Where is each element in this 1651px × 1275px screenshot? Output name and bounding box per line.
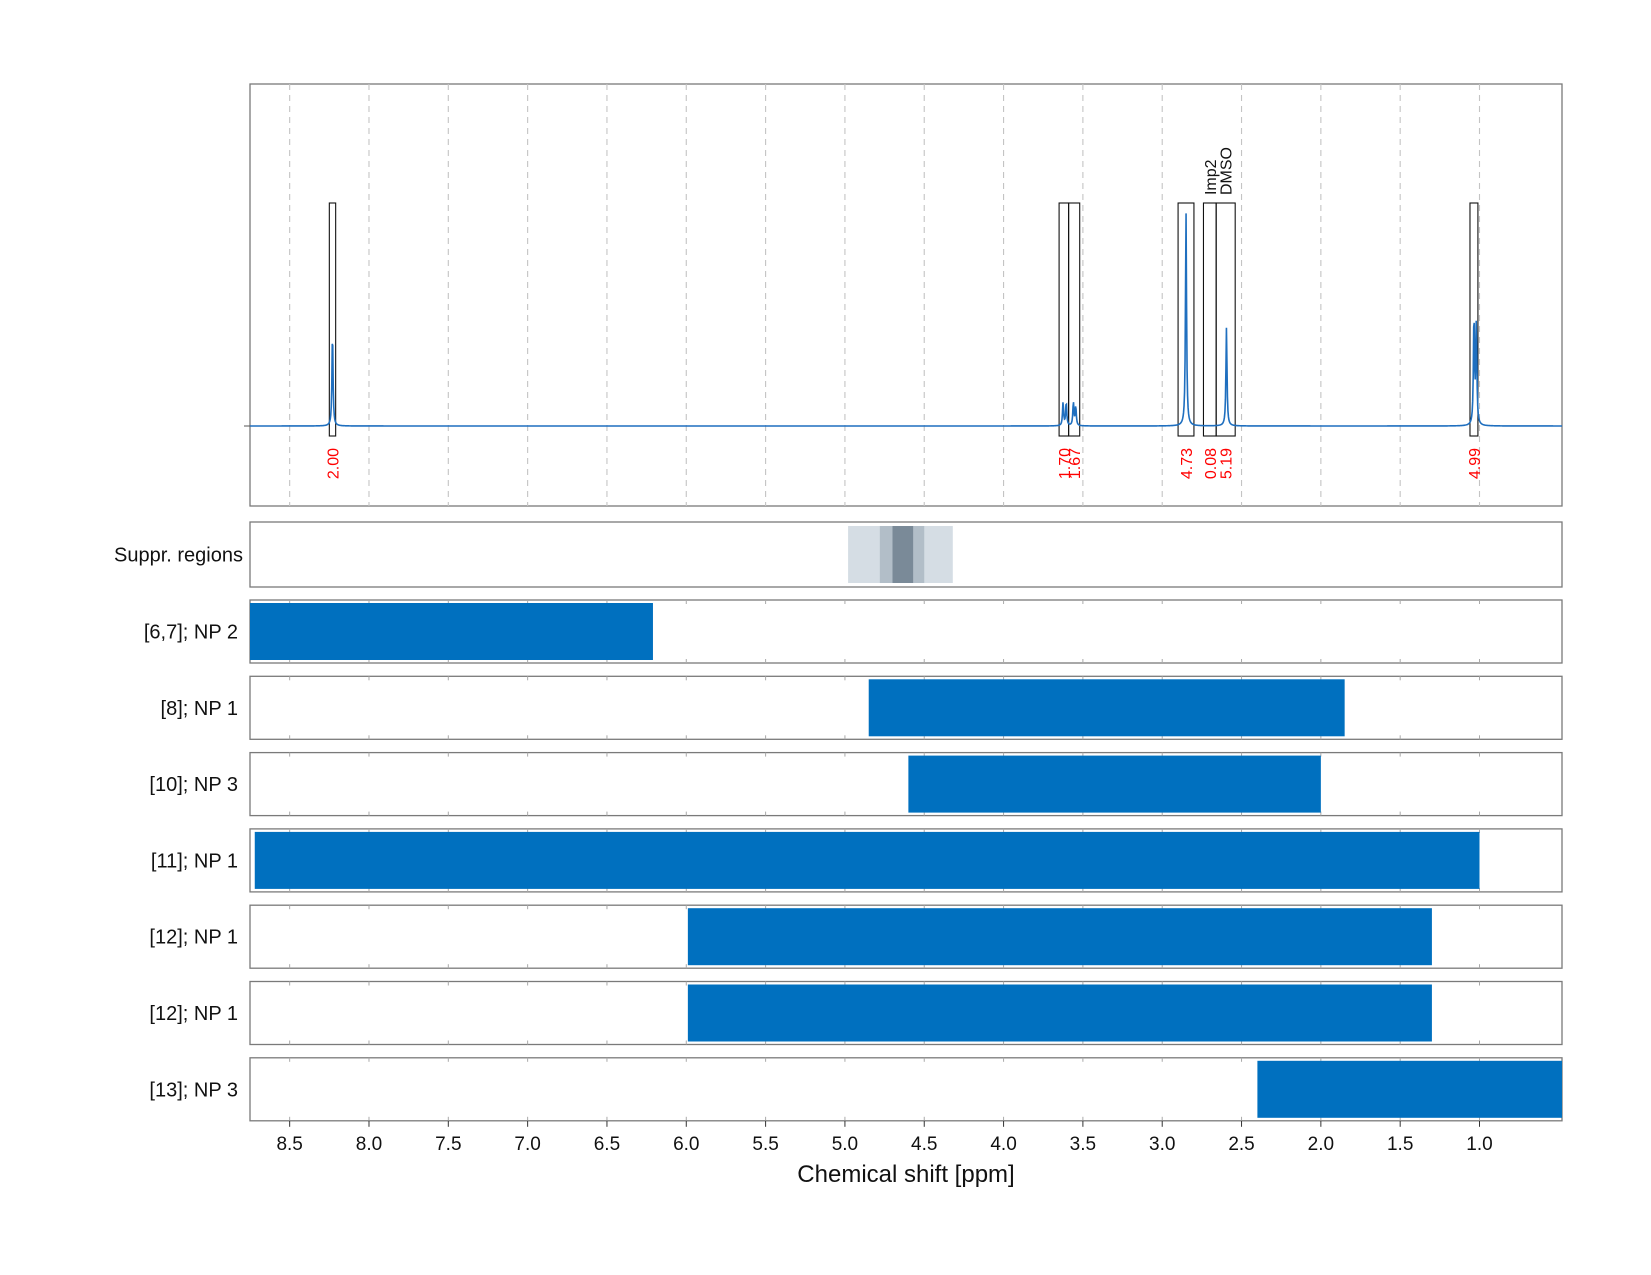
row-label: [8]; NP 1 <box>161 698 238 720</box>
x-tick-label: 7.0 <box>514 1134 540 1155</box>
x-tick-label: 4.5 <box>911 1134 937 1155</box>
x-axis-title: Chemical shift [ppm] <box>797 1161 1014 1188</box>
range-bar <box>868 679 1345 737</box>
range-bar <box>908 755 1321 813</box>
peak-annotation: Imp2 <box>1203 159 1220 195</box>
range-bar <box>254 831 1480 889</box>
x-tick-label: 2.0 <box>1308 1134 1334 1155</box>
integration-box <box>1469 202 1479 437</box>
row-label: [10]; NP 3 <box>149 774 238 796</box>
integration-value: 0.08 <box>1203 448 1220 479</box>
integration-value: 4.73 <box>1179 448 1196 479</box>
range-row-panel <box>249 751 1563 817</box>
x-tick-label: 6.5 <box>594 1134 620 1155</box>
integration-box <box>1068 202 1081 437</box>
integration-box <box>1215 202 1236 437</box>
x-tick-label: 8.0 <box>356 1134 382 1155</box>
x-tick-label: 7.5 <box>435 1134 461 1155</box>
integration-value: 4.99 <box>1467 448 1484 479</box>
x-tick-label: 5.0 <box>832 1134 858 1155</box>
row-label: [13]; NP 3 <box>149 1079 238 1101</box>
row-label: [12]; NP 1 <box>149 1003 238 1025</box>
row-label: [6,7]; NP 2 <box>144 622 238 644</box>
spectrum-panel <box>249 83 1563 507</box>
x-tick-label: 8.5 <box>276 1134 302 1155</box>
integration-box <box>1177 202 1195 437</box>
x-tick-label: 3.5 <box>1070 1134 1096 1155</box>
peak-annotation: DMSO <box>1219 147 1236 195</box>
suppression-band <box>892 526 914 583</box>
x-tick-label: 6.0 <box>673 1134 699 1155</box>
row-label: Suppr. regions <box>114 545 243 567</box>
range-bar <box>687 984 1432 1042</box>
integration-value: 5.19 <box>1219 448 1236 479</box>
x-tick-label: 1.0 <box>1466 1134 1492 1155</box>
spectrum-trace <box>250 213 1562 427</box>
integration-box <box>328 202 337 437</box>
x-tick-label: 2.5 <box>1228 1134 1254 1155</box>
integration-value: 1.70 <box>1057 448 1074 479</box>
row-label: [11]; NP 1 <box>151 850 238 872</box>
range-bar <box>687 908 1432 966</box>
x-tick-label: 1.5 <box>1387 1134 1413 1155</box>
x-tick-label: 3.0 <box>1149 1134 1175 1155</box>
integration-value: 2.00 <box>325 448 342 479</box>
range-bar <box>1257 1060 1562 1118</box>
range-bar <box>250 603 653 660</box>
x-tick-label: 5.5 <box>752 1134 778 1155</box>
integration-value: 1.67 <box>1067 448 1084 479</box>
x-tick-label: 4.0 <box>990 1134 1016 1155</box>
row-label: [12]; NP 1 <box>149 927 238 949</box>
